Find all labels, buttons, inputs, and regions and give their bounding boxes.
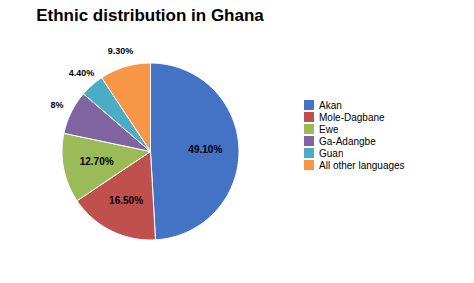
svg-text:12.70%: 12.70% (80, 156, 114, 167)
svg-text:16.50%: 16.50% (109, 195, 143, 206)
html-text:Guan: Guan (319, 147, 344, 159)
svg-text:49.10%: 49.10% (188, 144, 222, 155)
svg-text:4.40%: 4.40% (69, 68, 95, 78)
html-text:Ga-Adangbe: Ga-Adangbe (319, 135, 376, 147)
html-text:All other languages: All other languages (319, 159, 405, 171)
html-text:Mole-Dagbane: Mole-Dagbane (319, 111, 385, 123)
svg-text:9.30%: 9.30% (108, 46, 134, 56)
html-text:Ethnic distribution in Ghana: Ethnic distribution in Ghana (36, 6, 264, 25)
svg-text:8%: 8% (50, 100, 63, 110)
html-text:Ewe: Ewe (319, 123, 339, 135)
html-text:Akan: Akan (319, 99, 342, 111)
